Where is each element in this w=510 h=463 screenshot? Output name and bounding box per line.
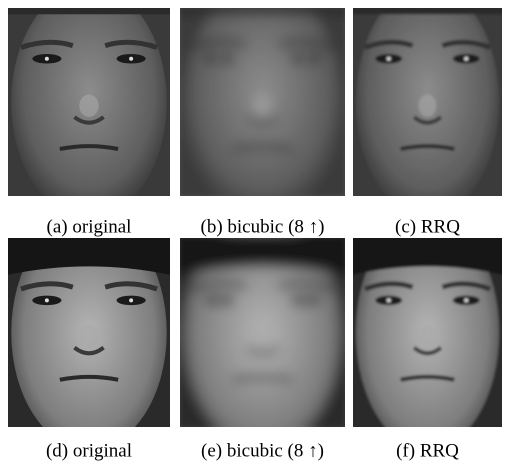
eye-glint <box>217 298 222 303</box>
brow <box>441 39 491 50</box>
eye-glint <box>464 298 469 303</box>
hair <box>8 238 170 275</box>
brow <box>278 281 333 292</box>
nose-highlight <box>252 94 273 118</box>
hair <box>180 238 345 275</box>
brow <box>104 281 158 292</box>
nose <box>73 345 105 356</box>
caption: (c) RRQ <box>395 216 460 237</box>
eye-glint <box>44 56 49 61</box>
caption: (d) original <box>46 440 132 461</box>
face-image <box>353 238 502 427</box>
hair <box>8 8 170 15</box>
mouth <box>232 144 293 151</box>
eye-glint <box>217 56 222 61</box>
eye-glint <box>129 56 134 61</box>
nose-highlight <box>79 324 99 348</box>
mouth <box>400 374 455 382</box>
brow <box>364 281 414 292</box>
face-image <box>353 8 502 196</box>
hair <box>180 8 345 15</box>
nose-highlight <box>418 94 437 118</box>
brow <box>20 281 74 292</box>
hair <box>353 8 502 15</box>
eye-glint <box>129 298 134 303</box>
brow <box>441 281 491 292</box>
brow <box>192 39 247 50</box>
face-image <box>180 238 345 427</box>
eye-glint <box>303 56 308 61</box>
brow <box>364 39 414 50</box>
caption: (e) bicubic (8 ↑) <box>201 440 324 461</box>
face-image <box>180 8 345 196</box>
face <box>8 238 170 427</box>
nose <box>246 115 279 125</box>
nose <box>246 345 279 356</box>
caption: (b) bicubic (8 ↑) <box>201 216 325 237</box>
caption: (a) original <box>47 216 132 237</box>
eye-glint <box>464 56 469 61</box>
mouth <box>400 144 455 151</box>
eye-glint <box>386 56 391 61</box>
nose-highlight <box>79 94 99 118</box>
mouth <box>232 374 293 382</box>
nose <box>412 346 443 356</box>
nose-highlight <box>252 324 273 348</box>
eye-glint <box>386 298 391 303</box>
face-image <box>8 238 170 427</box>
brow <box>104 39 158 50</box>
face <box>353 8 502 196</box>
nose <box>73 115 105 125</box>
hair <box>353 238 502 275</box>
eye-glint <box>303 298 308 303</box>
eye-glint <box>44 298 49 303</box>
caption: (f) RRQ <box>396 440 459 461</box>
brow <box>20 39 74 50</box>
face-image <box>8 8 170 196</box>
face <box>180 238 345 427</box>
mouth <box>59 374 119 382</box>
face <box>353 238 502 427</box>
brow <box>278 39 333 50</box>
nose-highlight <box>418 324 437 348</box>
face <box>180 8 345 196</box>
mouth <box>59 144 119 151</box>
brow <box>192 281 247 292</box>
nose <box>412 115 443 125</box>
face <box>8 8 170 196</box>
